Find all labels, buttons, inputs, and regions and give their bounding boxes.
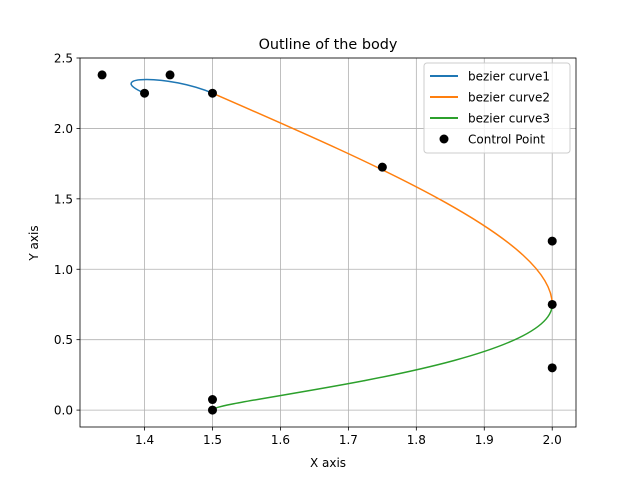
control-point <box>140 88 150 98</box>
x-tick-label: 1.5 <box>203 433 222 447</box>
y-axis-ticks: 0.0 0.5 1.0 1.5 2.0 2.5 <box>54 52 80 418</box>
legend-label: bezier curve1 <box>468 70 550 84</box>
y-tick-label: 0.0 <box>54 404 73 418</box>
control-point <box>547 236 557 246</box>
y-tick-label: 2.0 <box>54 122 73 136</box>
x-tick-label: 1.7 <box>339 433 358 447</box>
legend-label: bezier curve2 <box>468 91 550 105</box>
x-axis-ticks: 1.4 1.5 1.6 1.7 1.8 1.9 2.0 <box>135 427 562 447</box>
control-point <box>547 363 557 373</box>
x-axis-label: X axis <box>310 456 346 470</box>
x-tick-label: 1.6 <box>271 433 290 447</box>
control-point <box>377 162 387 172</box>
x-tick-label: 2.0 <box>543 433 562 447</box>
control-point <box>97 70 107 80</box>
legend-marker <box>439 134 449 144</box>
x-tick-label: 1.8 <box>407 433 426 447</box>
control-point <box>207 395 217 405</box>
y-axis-label: Y axis <box>27 225 41 261</box>
series-line-2 <box>212 92 553 305</box>
legend-label: Control Point <box>468 133 545 147</box>
control-point <box>547 299 557 309</box>
x-tick-label: 1.4 <box>135 433 154 447</box>
y-tick-label: 0.5 <box>54 333 73 347</box>
legend: bezier curve1 bezier curve2 bezier curve3 C… <box>423 62 571 154</box>
y-tick-label: 2.5 <box>54 52 73 66</box>
plot-area <box>97 70 557 415</box>
chart-title: Outline of the body <box>259 37 398 53</box>
series-line-3 <box>211 304 553 411</box>
plot-frame <box>79 57 577 428</box>
legend-box <box>423 62 571 154</box>
control-point <box>207 405 217 415</box>
control-point <box>165 70 175 80</box>
series-line-1 <box>130 78 213 94</box>
y-tick-label: 1.0 <box>54 263 73 277</box>
x-tick-label: 1.9 <box>475 433 494 447</box>
control-point <box>207 88 217 98</box>
legend-label: bezier curve3 <box>468 112 550 126</box>
y-tick-label: 1.5 <box>54 192 73 206</box>
